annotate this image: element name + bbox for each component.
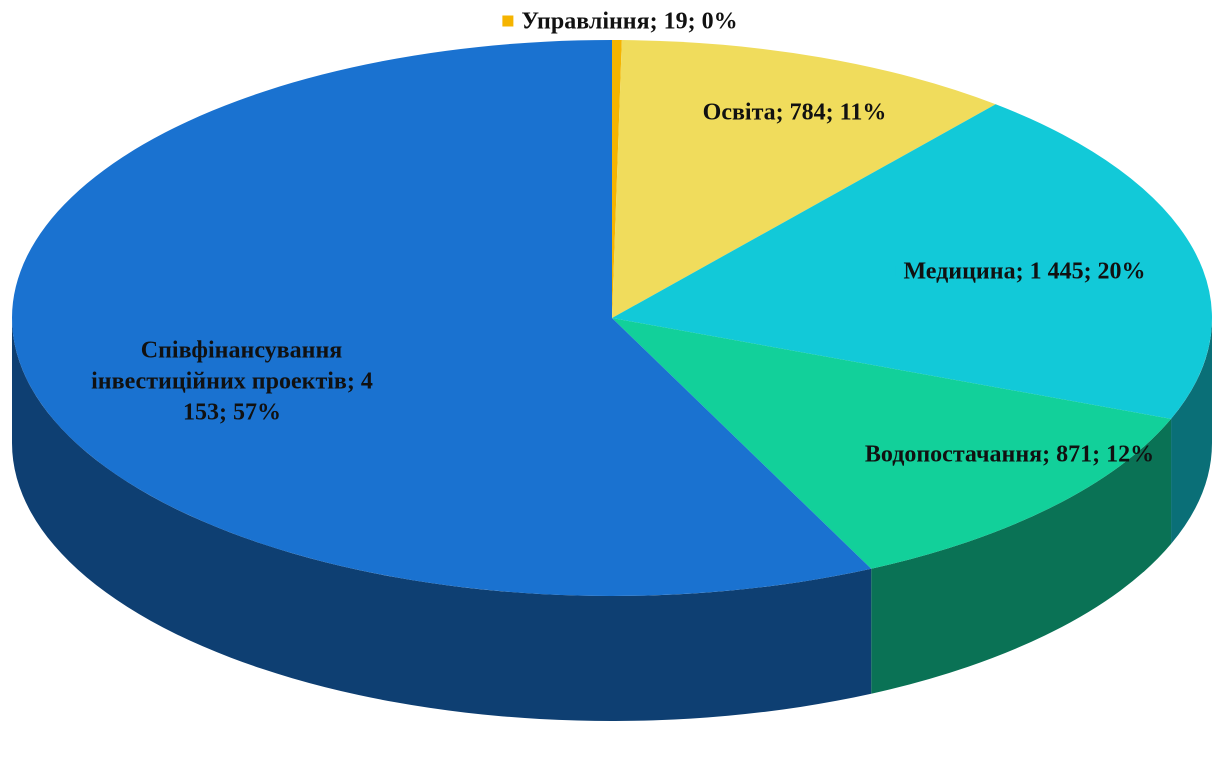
slice (12, 40, 872, 596)
legend-swatch (121, 344, 133, 356)
label-text: Медицина; 1 445; 20% (903, 258, 1146, 285)
slice (612, 104, 1212, 419)
slice-side (871, 418, 1172, 694)
label-text: Освіта; 784; 11% (702, 99, 887, 126)
data-label: Співфінансування інвестиційних проектів;… (82, 336, 382, 429)
slice-side (12, 318, 872, 722)
slice (612, 318, 1172, 569)
legend-swatch (845, 448, 857, 460)
data-label: Освіта; 784; 11% (683, 98, 887, 129)
legend-swatch (683, 106, 695, 118)
label-text: Водопостачання; 871; 12% (864, 441, 1155, 468)
data-label: Медицина; 1 445; 20% (884, 257, 1146, 288)
data-label: Управління; 19; 0% (502, 7, 738, 38)
slice-side (1171, 318, 1212, 544)
label-text: Співфінансування інвестиційних проектів;… (91, 337, 373, 426)
data-label: Водопостачання; 871; 12% (835, 440, 1165, 471)
label-text: Управління; 19; 0% (521, 8, 738, 35)
slice (612, 40, 996, 318)
slice (612, 40, 622, 318)
legend-swatch (502, 15, 514, 27)
legend-swatch (884, 265, 896, 277)
